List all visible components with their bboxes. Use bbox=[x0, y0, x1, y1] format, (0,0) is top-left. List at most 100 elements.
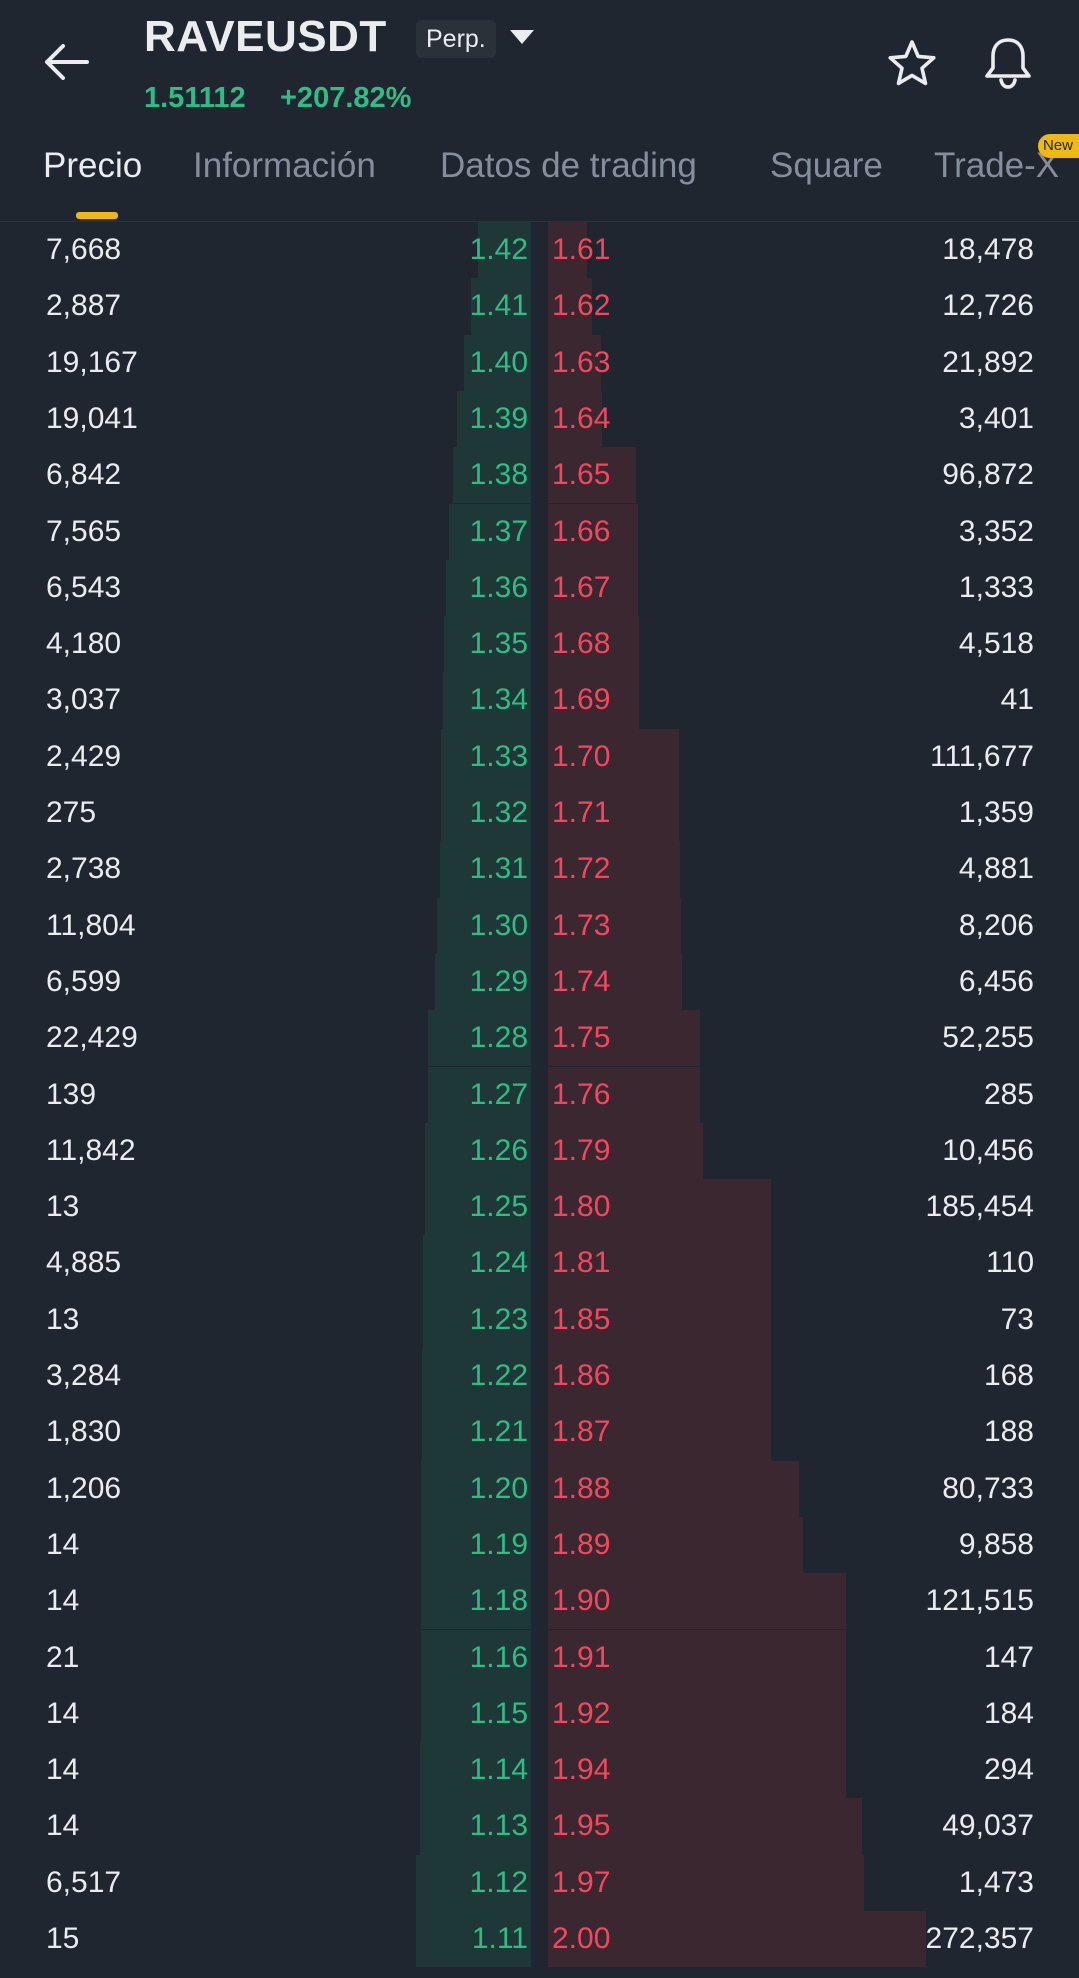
bid-depth-bar bbox=[440, 841, 531, 898]
order-book-row[interactable]: 6,517 1.12 1.97 1,473 bbox=[0, 1854, 1079, 1911]
order-book-row[interactable]: 275 1.32 1.71 1,359 bbox=[0, 785, 1079, 842]
ask-price: 1.85 bbox=[552, 1302, 611, 1336]
tab-datos-de-trading[interactable]: Datos de trading bbox=[440, 146, 697, 185]
order-book-row[interactable]: 6,842 1.38 1.65 96,872 bbox=[0, 447, 1079, 504]
ask-quantity: 12,726 bbox=[942, 289, 1034, 323]
ask-price: 1.91 bbox=[552, 1640, 611, 1674]
order-book-row[interactable]: 15 1.11 2.00 272,357 bbox=[0, 1911, 1079, 1968]
bid-depth-bar bbox=[416, 1854, 531, 1911]
ask-depth-bar bbox=[548, 1460, 799, 1517]
bid-quantity: 11,842 bbox=[46, 1133, 136, 1167]
bid-depth-bar bbox=[464, 334, 531, 391]
bid-price: 1.41 bbox=[469, 289, 528, 323]
order-book-row[interactable]: 22,429 1.28 1.75 52,255 bbox=[0, 1010, 1079, 1067]
order-book-row[interactable]: 4,180 1.35 1.68 4,518 bbox=[0, 616, 1079, 673]
bid-quantity: 14 bbox=[46, 1753, 80, 1787]
order-book-row[interactable]: 11,804 1.30 1.73 8,206 bbox=[0, 897, 1079, 954]
ask-price: 1.62 bbox=[552, 289, 611, 323]
bell-icon[interactable] bbox=[980, 34, 1036, 92]
ask-quantity: 185,454 bbox=[925, 1190, 1034, 1224]
order-book-row[interactable]: 2,887 1.41 1.62 12,726 bbox=[0, 278, 1079, 335]
bid-depth-bar bbox=[428, 1066, 531, 1123]
ask-quantity: 285 bbox=[983, 1077, 1034, 1111]
ask-quantity: 9,858 bbox=[958, 1527, 1034, 1561]
ask-depth-bar bbox=[548, 841, 680, 898]
bid-quantity: 19,041 bbox=[46, 401, 138, 435]
caret-down-icon[interactable] bbox=[508, 28, 536, 48]
ask-depth-bar bbox=[548, 1404, 771, 1461]
bid-quantity: 3,037 bbox=[46, 683, 122, 717]
order-book-row[interactable]: 1,830 1.21 1.87 188 bbox=[0, 1404, 1079, 1461]
bid-price: 1.27 bbox=[469, 1077, 528, 1111]
symbol-title[interactable]: RAVEUSDT bbox=[144, 12, 387, 61]
ask-depth-bar bbox=[548, 1348, 771, 1405]
bid-price: 1.33 bbox=[469, 739, 528, 773]
ask-depth-bar bbox=[548, 1066, 700, 1123]
bid-price: 1.42 bbox=[469, 233, 528, 266]
order-book-row[interactable]: 3,037 1.34 1.69 41 bbox=[0, 672, 1079, 729]
bid-quantity: 4,885 bbox=[46, 1246, 122, 1280]
order-book-row[interactable]: 4,885 1.24 1.81 110 bbox=[0, 1235, 1079, 1292]
bid-quantity: 275 bbox=[46, 796, 97, 829]
order-book-row[interactable]: 14 1.19 1.89 9,858 bbox=[0, 1516, 1079, 1574]
bid-depth-bar bbox=[449, 503, 531, 560]
bid-quantity: 6,842 bbox=[46, 458, 122, 492]
order-book-row[interactable]: 13 1.25 1.80 185,454 bbox=[0, 1179, 1079, 1236]
tab-trade-x[interactable]: Trade-X bbox=[934, 146, 1060, 185]
order-book-row[interactable]: 2,738 1.31 1.72 4,881 bbox=[0, 841, 1079, 898]
bid-price: 1.19 bbox=[469, 1527, 528, 1561]
order-book-row[interactable]: 14 1.14 1.94 294 bbox=[0, 1742, 1079, 1799]
bid-price: 1.18 bbox=[469, 1584, 528, 1618]
tab-square[interactable]: Square bbox=[770, 146, 883, 185]
order-book-row[interactable]: 1,206 1.20 1.88 80,733 bbox=[0, 1460, 1079, 1517]
ask-depth-bar bbox=[548, 222, 587, 279]
bid-depth-bar bbox=[422, 1404, 531, 1461]
ask-quantity: 41 bbox=[1000, 683, 1034, 717]
tab-precio[interactable]: Precio bbox=[43, 146, 143, 185]
active-tab-indicator bbox=[76, 212, 118, 219]
bid-depth-bar bbox=[422, 1348, 531, 1405]
order-book-row[interactable]: 3,284 1.22 1.86 168 bbox=[0, 1348, 1079, 1405]
ask-depth-bar bbox=[548, 728, 679, 785]
star-icon[interactable] bbox=[884, 36, 940, 92]
ask-price: 1.69 bbox=[552, 683, 611, 717]
ask-quantity: 80,733 bbox=[942, 1471, 1034, 1505]
bid-depth-bar bbox=[425, 1179, 531, 1236]
ask-price: 1.73 bbox=[552, 908, 611, 942]
bid-quantity: 7,668 bbox=[46, 233, 122, 266]
order-book-row[interactable]: 6,543 1.36 1.67 1,333 bbox=[0, 559, 1079, 617]
order-book-row[interactable]: 14 1.15 1.92 184 bbox=[0, 1685, 1079, 1743]
order-book-row[interactable]: 21 1.16 1.91 147 bbox=[0, 1629, 1079, 1686]
ask-quantity: 18,478 bbox=[942, 233, 1034, 266]
ask-price: 1.63 bbox=[552, 345, 611, 379]
bid-quantity: 1,830 bbox=[46, 1415, 122, 1449]
order-book-row[interactable]: 13 1.23 1.85 73 bbox=[0, 1291, 1079, 1348]
ask-depth-bar bbox=[548, 1911, 926, 1968]
order-book-row[interactable]: 11,842 1.26 1.79 10,456 bbox=[0, 1122, 1079, 1180]
bid-depth-bar bbox=[446, 559, 531, 617]
bid-price: 1.12 bbox=[469, 1865, 528, 1899]
bid-quantity: 4,180 bbox=[46, 627, 122, 661]
order-book-row[interactable]: 14 1.18 1.90 121,515 bbox=[0, 1573, 1079, 1630]
order-book-row[interactable]: 2,429 1.33 1.70 111,677 bbox=[0, 728, 1079, 785]
order-book-row[interactable]: 19,167 1.40 1.63 21,892 bbox=[0, 334, 1079, 391]
bid-price: 1.11 bbox=[471, 1922, 528, 1955]
tab-informacion[interactable]: Información bbox=[193, 146, 376, 185]
bid-depth-bar bbox=[443, 672, 531, 729]
ask-depth-bar bbox=[548, 897, 681, 954]
bid-depth-bar bbox=[423, 1291, 531, 1348]
back-arrow-icon[interactable] bbox=[40, 36, 92, 88]
bid-price: 1.28 bbox=[469, 1021, 528, 1055]
ask-quantity: 3,352 bbox=[958, 514, 1034, 548]
order-book-row[interactable]: 139 1.27 1.76 285 bbox=[0, 1066, 1079, 1123]
order-book-row[interactable]: 19,041 1.39 1.64 3,401 bbox=[0, 390, 1079, 448]
bid-price: 1.21 bbox=[469, 1415, 528, 1449]
order-book-row[interactable]: 7,668 1.42 1.61 18,478 bbox=[0, 222, 1079, 279]
order-book-row[interactable]: 14 1.13 1.95 49,037 bbox=[0, 1798, 1079, 1855]
ask-price: 1.92 bbox=[552, 1696, 611, 1730]
order-book-row[interactable]: 6,599 1.29 1.74 6,456 bbox=[0, 953, 1079, 1011]
ask-price: 1.90 bbox=[552, 1584, 611, 1618]
ask-depth-bar bbox=[548, 1685, 846, 1743]
contract-type-badge[interactable]: Perp. bbox=[416, 20, 496, 58]
order-book-row[interactable]: 7,565 1.37 1.66 3,352 bbox=[0, 503, 1079, 560]
